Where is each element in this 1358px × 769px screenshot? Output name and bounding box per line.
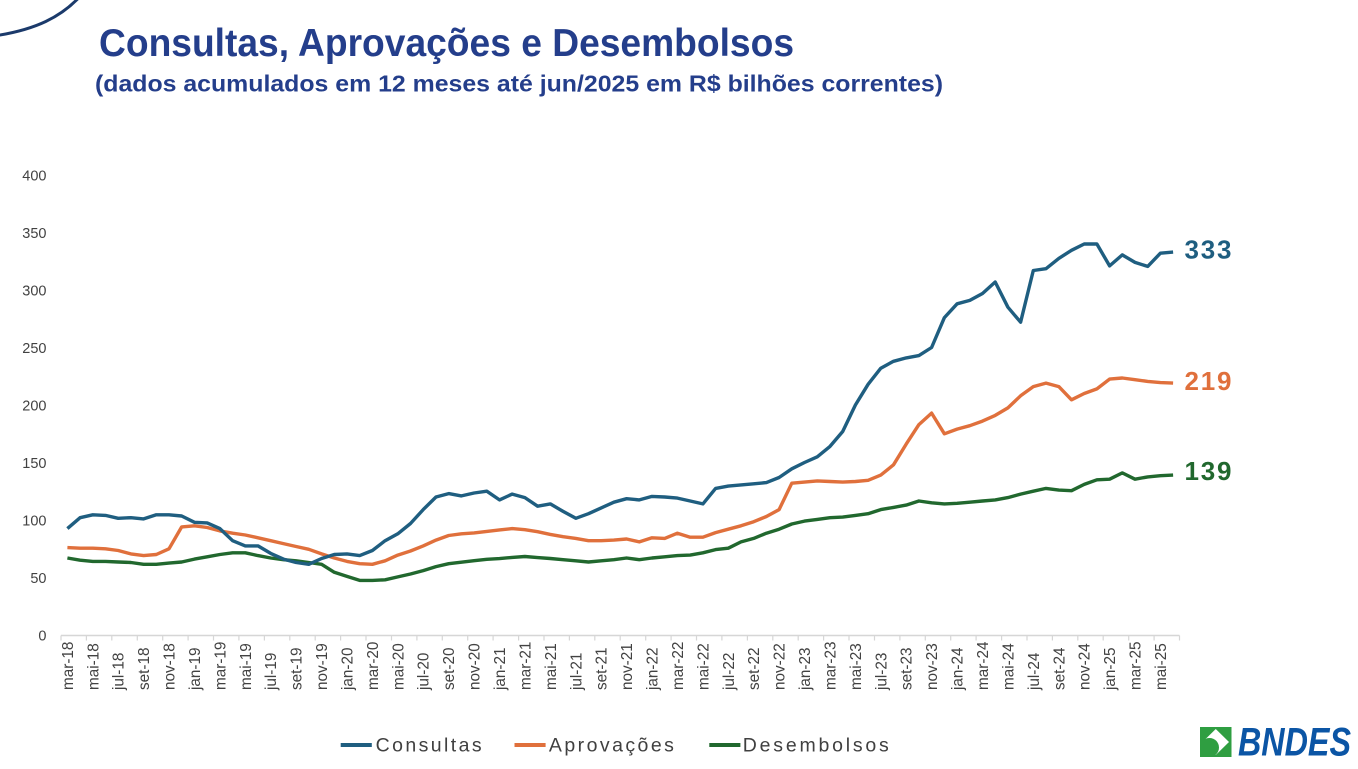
svg-text:mai-24: mai-24 bbox=[1000, 643, 1017, 690]
svg-text:set-20: set-20 bbox=[441, 647, 458, 690]
svg-text:jul-18: jul-18 bbox=[111, 653, 128, 691]
svg-text:set-21: set-21 bbox=[594, 647, 611, 690]
svg-text:mar-25: mar-25 bbox=[1128, 642, 1145, 690]
svg-text:set-19: set-19 bbox=[289, 647, 306, 690]
svg-text:mar-23: mar-23 bbox=[823, 642, 840, 690]
svg-text:(dados acumulados em 12 meses: (dados acumulados em 12 meses até jun/20… bbox=[95, 71, 943, 97]
svg-text:Desembolsos: Desembolsos bbox=[743, 735, 889, 757]
svg-text:200: 200 bbox=[22, 399, 46, 415]
svg-text:100: 100 bbox=[22, 514, 46, 530]
svg-text:jan-23: jan-23 bbox=[797, 647, 814, 691]
svg-text:250: 250 bbox=[22, 341, 46, 357]
svg-text:BNDES: BNDES bbox=[1238, 721, 1351, 765]
svg-text:jul-19: jul-19 bbox=[263, 653, 280, 691]
svg-text:jan-24: jan-24 bbox=[950, 647, 967, 691]
svg-text:set-22: set-22 bbox=[746, 647, 763, 690]
svg-text:mar-20: mar-20 bbox=[365, 642, 382, 690]
svg-text:Consultas: Consultas bbox=[376, 735, 482, 757]
svg-text:nov-22: nov-22 bbox=[772, 643, 789, 690]
svg-text:nov-19: nov-19 bbox=[314, 643, 331, 690]
svg-text:333: 333 bbox=[1185, 235, 1232, 265]
svg-text:jan-22: jan-22 bbox=[645, 647, 662, 691]
svg-text:set-24: set-24 bbox=[1051, 647, 1068, 690]
svg-text:nov-18: nov-18 bbox=[162, 643, 179, 690]
svg-text:set-23: set-23 bbox=[899, 647, 916, 690]
svg-text:300: 300 bbox=[22, 284, 46, 300]
svg-text:jan-21: jan-21 bbox=[492, 647, 509, 691]
svg-text:nov-21: nov-21 bbox=[619, 643, 636, 690]
svg-text:50: 50 bbox=[30, 571, 46, 587]
svg-text:mai-23: mai-23 bbox=[848, 643, 865, 690]
svg-text:mar-19: mar-19 bbox=[212, 642, 229, 690]
svg-text:nov-24: nov-24 bbox=[1077, 643, 1094, 690]
svg-text:jul-22: jul-22 bbox=[721, 653, 738, 691]
svg-text:mai-21: mai-21 bbox=[543, 643, 560, 690]
svg-text:Consultas, Aprovações e Desemb: Consultas, Aprovações e Desembolsos bbox=[99, 22, 794, 65]
svg-text:jan-20: jan-20 bbox=[340, 647, 357, 691]
svg-text:nov-20: nov-20 bbox=[467, 643, 484, 690]
svg-text:Aprovações: Aprovações bbox=[549, 735, 674, 757]
svg-text:350: 350 bbox=[22, 226, 46, 242]
svg-text:jul-20: jul-20 bbox=[416, 653, 433, 691]
svg-text:jan-25: jan-25 bbox=[1102, 647, 1119, 691]
svg-text:jul-23: jul-23 bbox=[873, 653, 890, 691]
svg-text:jul-24: jul-24 bbox=[1026, 652, 1043, 691]
svg-text:set-18: set-18 bbox=[136, 647, 153, 690]
svg-text:219: 219 bbox=[1185, 366, 1232, 396]
svg-text:mai-20: mai-20 bbox=[390, 643, 407, 690]
svg-text:0: 0 bbox=[38, 629, 46, 645]
svg-text:139: 139 bbox=[1185, 456, 1232, 486]
svg-text:400: 400 bbox=[22, 169, 46, 185]
svg-text:mai-18: mai-18 bbox=[85, 643, 102, 690]
svg-text:mai-25: mai-25 bbox=[1153, 643, 1170, 690]
svg-text:mai-22: mai-22 bbox=[695, 643, 712, 690]
svg-text:jul-21: jul-21 bbox=[568, 653, 585, 691]
svg-text:nov-23: nov-23 bbox=[924, 643, 941, 690]
svg-text:mar-21: mar-21 bbox=[517, 642, 534, 690]
svg-text:150: 150 bbox=[22, 456, 46, 472]
svg-text:mai-19: mai-19 bbox=[238, 643, 255, 690]
svg-text:mar-18: mar-18 bbox=[60, 642, 77, 690]
svg-text:mar-22: mar-22 bbox=[670, 642, 687, 690]
svg-text:mar-24: mar-24 bbox=[975, 641, 992, 690]
svg-text:jan-19: jan-19 bbox=[187, 647, 204, 691]
